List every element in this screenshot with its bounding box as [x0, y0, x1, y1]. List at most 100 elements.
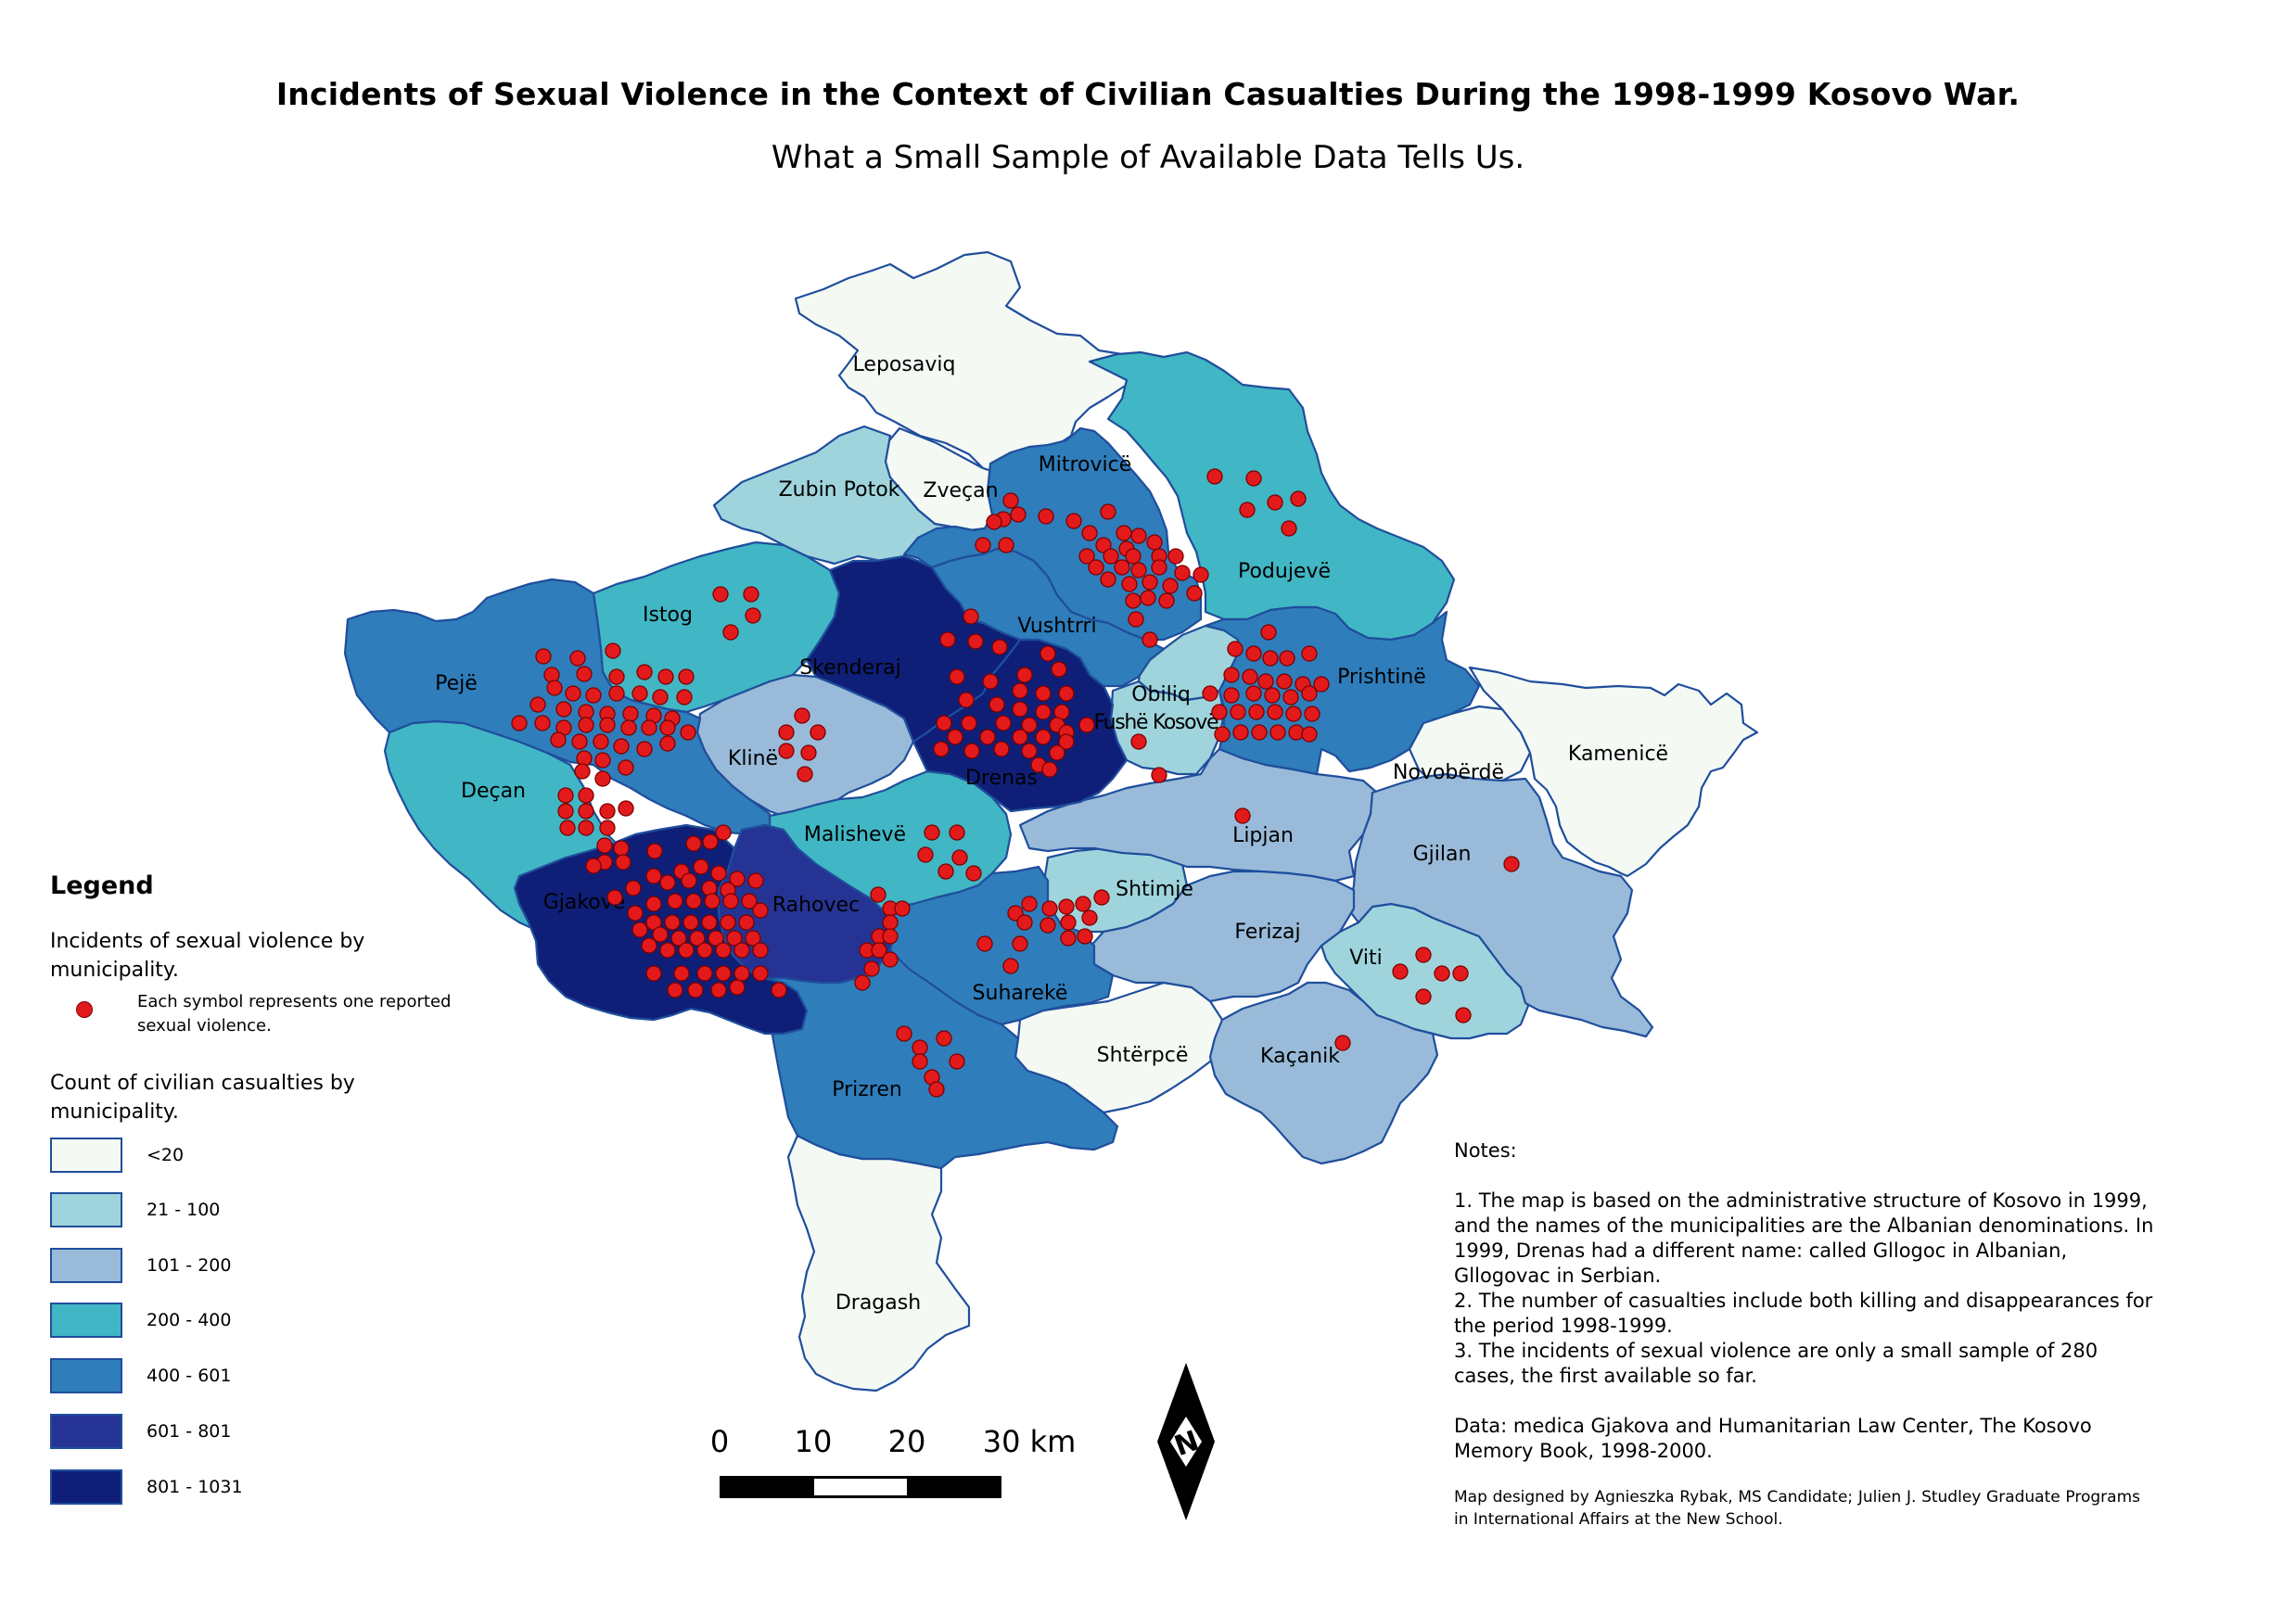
sexual-violence-symbol — [627, 905, 644, 922]
note-item: 1. The map is based on the administrativ… — [1454, 1189, 2154, 1287]
map-subtitle: What a Small Sample of Available Data Te… — [771, 139, 1525, 176]
sexual-violence-symbol — [1100, 503, 1116, 520]
sexual-violence-symbol — [559, 820, 576, 836]
sexual-violence-symbol — [565, 685, 581, 702]
sexual-violence-symbol — [1002, 492, 1019, 509]
sexual-violence-symbol — [1193, 566, 1209, 583]
sexual-violence-symbol — [1267, 494, 1283, 511]
sexual-violence-symbol — [618, 800, 634, 817]
sexual-violence-symbol — [1040, 645, 1056, 662]
legend-swatch — [50, 1469, 122, 1505]
sexual-violence-symbol — [659, 942, 676, 959]
sexual-violence-symbol — [1103, 548, 1119, 565]
scale-bar-graphic — [720, 1476, 1001, 1498]
sexual-violence-symbol — [1121, 576, 1138, 592]
sexual-violence-symbol — [1012, 935, 1028, 952]
sexual-violence-symbol — [1264, 687, 1281, 704]
sexual-violence-symbol — [1075, 896, 1091, 912]
sexual-violence-symbol — [1227, 641, 1244, 657]
sexual-violence-symbol — [1301, 726, 1318, 743]
sexual-violence-symbols — [511, 468, 1520, 1098]
municipality-ferizaj[interactable] — [1088, 870, 1356, 1003]
sexual-violence-symbol — [1035, 685, 1052, 702]
sexual-violence-symbol — [1093, 889, 1110, 906]
sexual-violence-symbol — [722, 893, 739, 909]
sexual-violence-symbol — [1162, 578, 1179, 594]
label-peje: Pejë — [435, 672, 478, 695]
sexual-violence-symbol — [646, 843, 663, 859]
municipality-dragash[interactable] — [786, 1134, 971, 1392]
municipality-novoberde[interactable] — [1408, 705, 1532, 795]
sexual-violence-symbol — [741, 893, 758, 909]
legend-swatch — [50, 1192, 122, 1227]
sexual-violence-symbol — [685, 893, 702, 909]
map-title: Incidents of Sexual Violence in the Cont… — [275, 76, 2021, 112]
label-zvecan: Zveçan — [923, 479, 998, 502]
sexual-violence-symbol — [729, 979, 746, 996]
municipality-kacanik[interactable] — [1208, 981, 1439, 1165]
sexual-violence-symbol — [928, 1081, 945, 1098]
sexual-violence-symbol — [1016, 914, 1033, 931]
municipality-kamenice[interactable] — [1468, 666, 1759, 878]
sexual-violence-symbol — [743, 586, 759, 603]
sexual-violence-symbol — [1021, 743, 1038, 759]
legend-class-row: 801 - 1031 — [50, 1469, 458, 1508]
sexual-violence-symbol — [676, 689, 693, 706]
sexual-violence-symbol — [963, 608, 979, 625]
sexual-violence-symbol — [1415, 947, 1432, 963]
sexual-violence-symbol — [593, 733, 609, 750]
sexual-violence-symbol — [715, 965, 732, 982]
label-decan: Deçan — [461, 780, 526, 803]
sexual-violence-symbol — [687, 982, 704, 998]
sexual-violence-symbol — [1035, 704, 1052, 720]
sexual-violence-symbol — [1130, 562, 1147, 578]
sexual-violence-symbol — [715, 942, 732, 959]
sexual-violence-symbol — [1174, 565, 1191, 581]
sexual-violence-symbol — [961, 715, 977, 731]
label-prishtine: Prishtinë — [1337, 666, 1426, 689]
municipality-prizren[interactable] — [763, 930, 1119, 1170]
note-item: 2. The number of casualties include both… — [1454, 1290, 2153, 1337]
sexual-violence-symbol — [1285, 706, 1302, 722]
sexual-violence-symbol — [585, 687, 602, 704]
sexual-violence-symbol — [1035, 729, 1052, 745]
sexual-violence-symbol — [696, 942, 713, 959]
legend-symbol-note: Each symbol represents one reported sexu… — [137, 992, 452, 1036]
sexual-violence-symbol — [1125, 548, 1142, 565]
legend-class-label: 101 - 200 — [147, 1255, 232, 1276]
sexual-violence-symbol — [701, 880, 718, 896]
sexual-violence-symbol — [652, 689, 669, 706]
label-rahovec: Rahovec — [772, 894, 860, 917]
sexual-violence-symbol — [1142, 631, 1158, 648]
sexual-violence-symbol — [1245, 685, 1262, 702]
sexual-violence-symbol — [712, 586, 729, 603]
municipality-gjilan[interactable] — [1347, 772, 1654, 1038]
label-mitrovice: Mitrovicë — [1039, 453, 1132, 477]
sexual-violence-symbol — [1301, 645, 1318, 662]
sexual-violence-symbol — [605, 642, 621, 659]
sexual-violence-symbol — [681, 872, 697, 889]
sexual-violence-symbol — [576, 666, 593, 682]
sexual-violence-symbol — [976, 935, 993, 952]
sexual-violence-symbol — [752, 942, 769, 959]
sexual-violence-symbol — [1151, 767, 1167, 783]
sexual-violence-symbol — [529, 696, 546, 713]
sexual-violence-symbol — [1186, 585, 1203, 602]
sexual-violence-symbol — [1051, 661, 1067, 678]
sexual-violence-symbol — [578, 717, 594, 733]
sexual-violence-symbol — [701, 914, 718, 931]
sexual-violence-symbol — [1021, 717, 1038, 733]
sexual-violence-symbol — [1095, 537, 1112, 553]
sexual-violence-symbol — [1232, 724, 1249, 741]
sexual-violence-symbol — [613, 840, 630, 857]
sexual-violence-symbol — [1167, 548, 1184, 565]
legend-class-row: 200 - 400 — [50, 1303, 458, 1341]
sexual-violence-symbol — [1239, 502, 1256, 518]
sexual-violence-symbol — [596, 837, 613, 854]
sexual-violence-symbol — [939, 631, 956, 648]
sexual-violence-symbol — [771, 982, 787, 998]
label-shtimje: Shtimje — [1116, 878, 1193, 901]
legend-class-label: 801 - 1031 — [147, 1477, 243, 1497]
sexual-violence-symbol — [936, 715, 952, 731]
